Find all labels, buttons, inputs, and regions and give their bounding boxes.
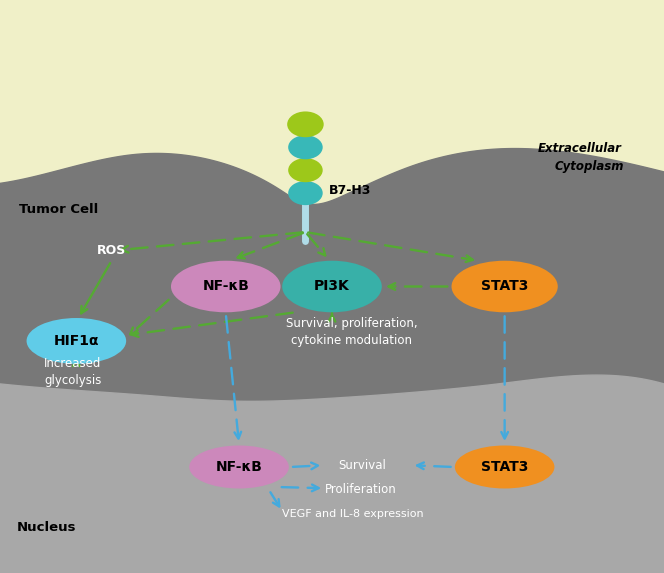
Text: Increased
glycolysis: Increased glycolysis bbox=[44, 358, 102, 387]
Text: Nucleus: Nucleus bbox=[17, 521, 76, 533]
Text: B7-H3: B7-H3 bbox=[329, 184, 371, 197]
Text: Extracellular: Extracellular bbox=[538, 143, 622, 155]
Text: STAT3: STAT3 bbox=[481, 280, 529, 293]
Text: NF-κB: NF-κB bbox=[203, 280, 249, 293]
Text: Cytoplasm: Cytoplasm bbox=[554, 160, 624, 172]
Text: Tumor Cell: Tumor Cell bbox=[19, 203, 98, 215]
Text: Survival: Survival bbox=[338, 459, 386, 472]
Polygon shape bbox=[0, 148, 664, 573]
Ellipse shape bbox=[189, 446, 289, 488]
Text: Proliferation: Proliferation bbox=[325, 484, 397, 496]
Text: VEGF and IL-8 expression: VEGF and IL-8 expression bbox=[282, 509, 424, 519]
Text: HIF1α: HIF1α bbox=[54, 334, 99, 348]
Text: ROS: ROS bbox=[97, 245, 126, 257]
Text: Survival, proliferation,
cytokine modulation: Survival, proliferation, cytokine modula… bbox=[286, 317, 418, 347]
Ellipse shape bbox=[288, 158, 323, 182]
Ellipse shape bbox=[282, 261, 382, 312]
Polygon shape bbox=[0, 375, 664, 573]
Ellipse shape bbox=[287, 111, 323, 138]
Ellipse shape bbox=[288, 135, 323, 159]
Text: STAT3: STAT3 bbox=[481, 460, 529, 474]
Ellipse shape bbox=[171, 261, 280, 312]
Text: NF-κB: NF-κB bbox=[216, 460, 262, 474]
Ellipse shape bbox=[27, 318, 126, 364]
Text: PI3K: PI3K bbox=[314, 280, 350, 293]
Ellipse shape bbox=[452, 261, 558, 312]
Ellipse shape bbox=[455, 446, 554, 488]
Ellipse shape bbox=[288, 181, 323, 205]
